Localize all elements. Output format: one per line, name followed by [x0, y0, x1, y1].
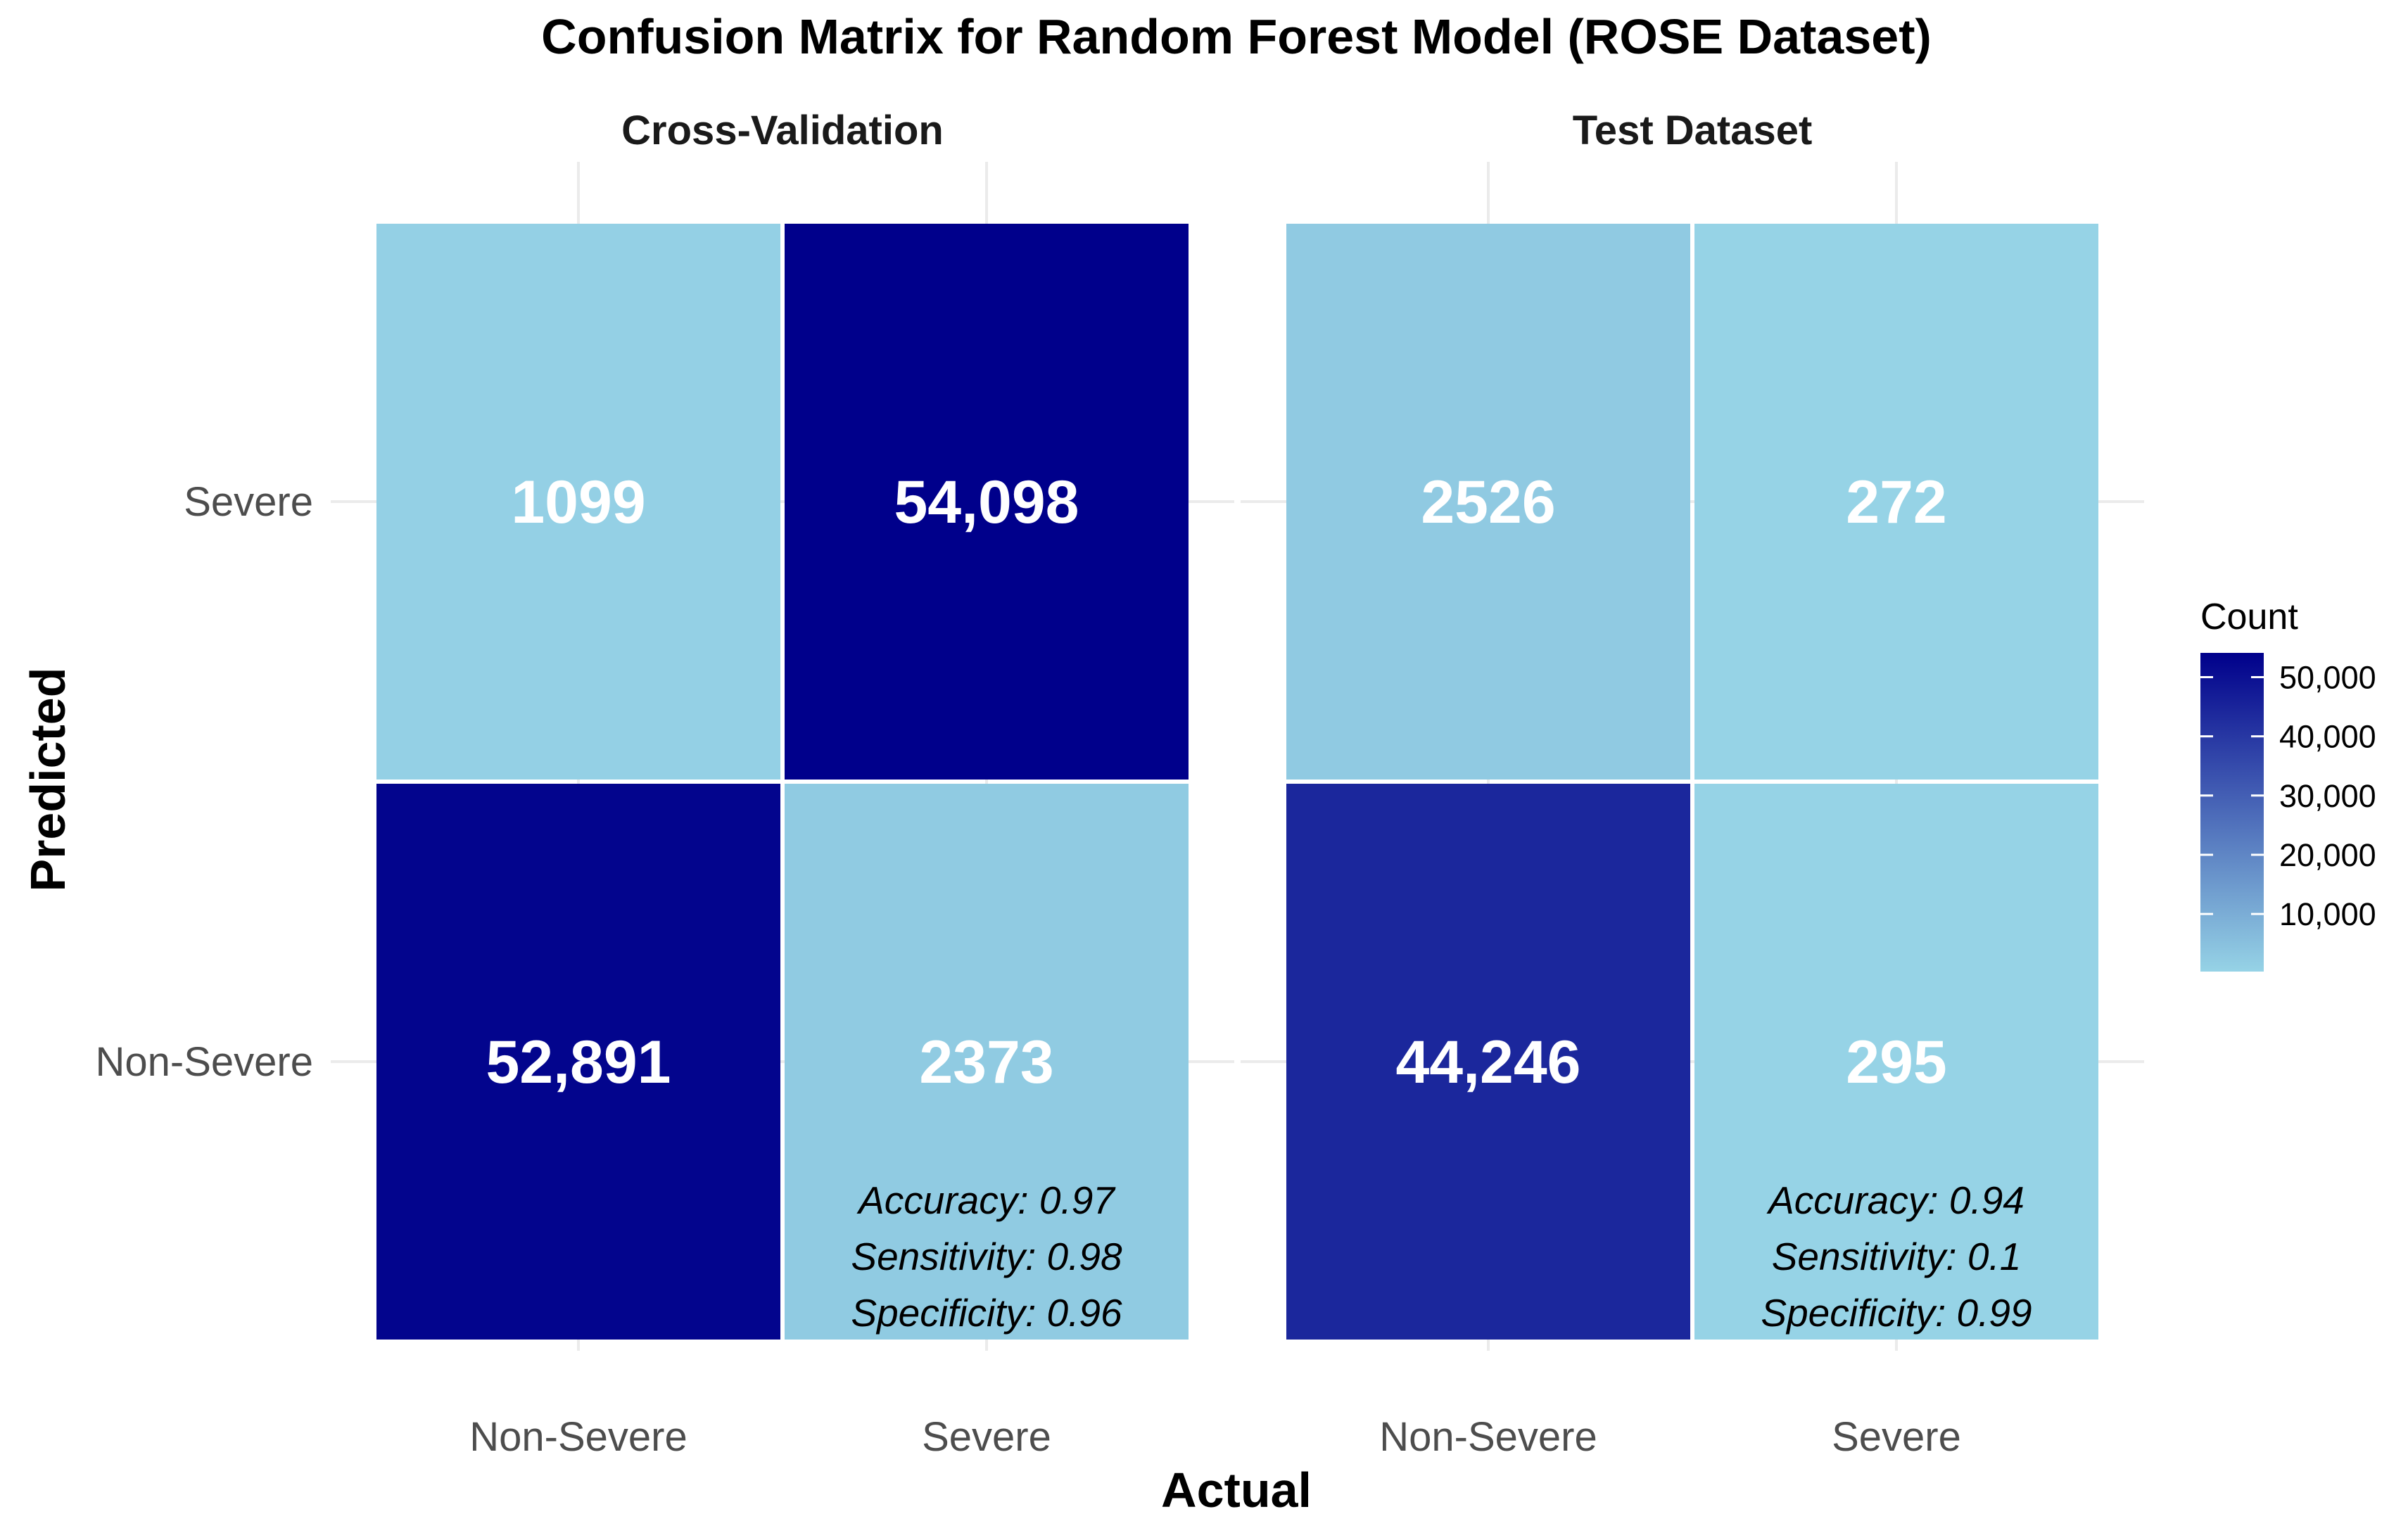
x-tick-label: Non-Severe [469, 1414, 687, 1460]
metric-annotation: Sensitivity: 0.1 [1772, 1235, 2022, 1278]
heatmap-cell [376, 784, 780, 1340]
legend-tick-label: 40,000 [2279, 719, 2376, 755]
panel-title: Cross-Validation [621, 108, 944, 153]
legend-colorbar [2200, 653, 2264, 972]
legend-tick-label: 10,000 [2279, 896, 2376, 932]
heatmap-cell [1286, 224, 1690, 780]
x-axis-title: Actual [1161, 1463, 1312, 1518]
x-tick-label: Non-Severe [1379, 1414, 1597, 1460]
legend-tick-label: 30,000 [2279, 778, 2376, 814]
heatmap-cell [376, 224, 780, 780]
heatmap-cell [1286, 784, 1690, 1340]
metric-annotation: Sensitivity: 0.98 [851, 1235, 1122, 1278]
cell-value-label: 295 [1846, 1029, 1947, 1096]
y-axis-ticks: Non-Severe Severe [96, 479, 313, 1085]
cell-value-label: 2373 [919, 1029, 1053, 1096]
metric-annotation: Specificity: 0.96 [851, 1291, 1122, 1335]
cell-value-label: 54,098 [894, 469, 1079, 536]
cell-value-label: 272 [1846, 469, 1947, 536]
cell-value-label: 1099 [511, 469, 645, 536]
cell-value-label: 2526 [1421, 469, 1555, 536]
x-tick-label: Severe [922, 1414, 1051, 1460]
heatmap-cell [785, 224, 1189, 780]
panel-title: Test Dataset [1573, 108, 1813, 153]
cell-value-label: 44,246 [1395, 1029, 1580, 1096]
y-axis-title: Predicted [20, 668, 75, 892]
panel-cross-validation: Cross-Validation 1099 54,098 52,891 2373 Accu… [331, 108, 1234, 1460]
panel-test-dataset: Test Dataset 2526 272 44,246 295 Accuracy: 0.… [1241, 108, 2144, 1460]
y-tick-label: Non-Severe [96, 1039, 313, 1085]
metric-annotation: Accuracy: 0.94 [1766, 1178, 2024, 1222]
cell-value-label: 52,891 [486, 1029, 671, 1096]
legend-tick-label: 20,000 [2279, 837, 2376, 873]
legend-tick-label: 50,000 [2279, 659, 2376, 695]
y-tick-label: Severe [184, 479, 313, 525]
panels: Cross-Validation 1099 54,098 52,891 2373 Accu… [96, 108, 2144, 1460]
metric-annotation: Specificity: 0.99 [1761, 1291, 2032, 1335]
heatmap-cell [785, 784, 1189, 1340]
heatmap-cell [1694, 784, 2098, 1340]
legend: 10,000 20,000 30,000 40,000 50,000 [2200, 653, 2376, 972]
metric-annotation: Accuracy: 0.97 [856, 1178, 1116, 1222]
legend-title: Count [2200, 597, 2298, 637]
chart-title: Confusion Matrix for Random Forest Model… [541, 9, 1932, 64]
heatmap-cell [1694, 224, 2098, 780]
x-tick-label: Severe [1832, 1414, 1961, 1460]
